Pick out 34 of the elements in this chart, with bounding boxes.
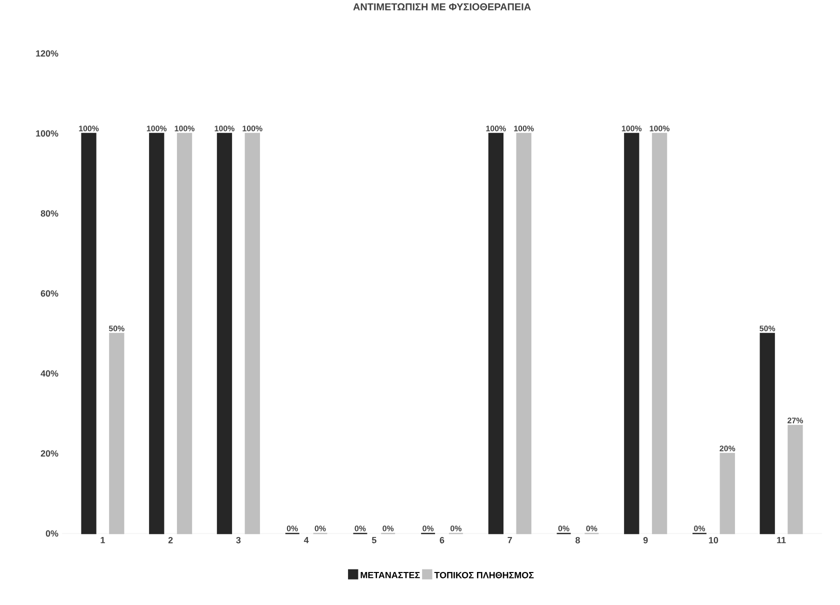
- y-tick-label: 60%: [40, 290, 58, 296]
- y-tick-label: 120%: [36, 50, 58, 56]
- y-tick-label: 80%: [40, 210, 58, 216]
- legend-label: ΜΕΤΑΝΑΣΤΕΣ: [360, 572, 420, 578]
- bar: [720, 452, 735, 534]
- x-tick-label: 1: [100, 536, 105, 543]
- bar: [109, 332, 124, 534]
- x-tick-label: 5: [372, 536, 376, 544]
- bar: [81, 132, 96, 534]
- legend-label: ΤΟΠΙΚΟΣ ΠΛΗΘΗΣΜΟΣ: [434, 572, 534, 578]
- bar: [516, 132, 532, 534]
- y-tick-label: 100%: [36, 130, 58, 136]
- x-tick-label: 11: [777, 536, 786, 543]
- x-tick-label: 4: [304, 536, 309, 543]
- x-tick-label: 7: [508, 536, 512, 543]
- bar: [624, 132, 640, 534]
- chart-title: ΑΝΤΙΜΕΤΩΠΙΣΗ ΜΕ ΦΥΣΙΟΘΕΡΑΠΕΙΑ: [353, 3, 531, 10]
- y-tick-label: 40%: [40, 370, 58, 376]
- x-tick-label: 8: [576, 536, 580, 544]
- x-tick-label: 2: [168, 536, 173, 544]
- bar: [149, 132, 164, 534]
- bar: [176, 132, 192, 534]
- bar: [244, 132, 260, 534]
- bar: [788, 424, 803, 534]
- x-tick-label: 6: [440, 536, 444, 544]
- bar: [652, 132, 668, 534]
- bar: [760, 332, 775, 534]
- bar: [488, 132, 504, 534]
- y-tick-label: 20%: [40, 450, 58, 456]
- x-tick-label: 9: [643, 536, 648, 544]
- bar: [216, 132, 232, 534]
- y-tick-label: 0%: [46, 530, 58, 536]
- x-tick-label: 10: [709, 536, 718, 544]
- x-tick-label: 3: [236, 536, 241, 544]
